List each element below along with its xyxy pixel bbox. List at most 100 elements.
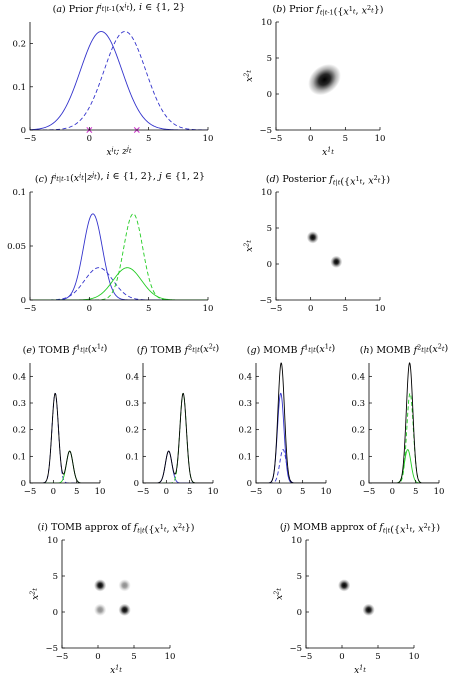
y-tick-label: 0.1 [12, 188, 26, 198]
panel-a: (a) Prior fit|t-1(xit), i ∈ {1, 2}−5 0 5 10… [12, 2, 213, 159]
x-tick-label: −5 [300, 652, 313, 662]
panel-title: (f) TOMB f2t|t(x2t) [137, 343, 220, 357]
y-tick-label: 5 [53, 572, 58, 582]
panel-title: (b) Prior ft|t-1({x1t, x2t}) [273, 4, 384, 18]
panel-title: (j) MOMB approx of ft|t({x1t, x2t}) [280, 522, 440, 536]
x-tick-label: 0 [339, 652, 344, 662]
series-blue-solid [30, 213, 208, 300]
x-tick-label: 5 [375, 652, 380, 662]
x-tick-label: 0 [277, 487, 282, 497]
y-tick-label: 0 [360, 479, 365, 489]
panel-title: (a) Prior fit|t-1(xit), i ∈ {1, 2} [53, 2, 186, 16]
y-axis-label: x2t [243, 240, 256, 252]
x-tick-label: 5 [343, 304, 348, 314]
x-tick-label: 10 [434, 487, 445, 497]
x-tick-label: 10 [203, 304, 214, 314]
series-green-dashed [143, 392, 213, 483]
y-tick-label: −5 [259, 296, 272, 306]
x-tick-label: −5 [56, 652, 69, 662]
x-tick-label: 5 [74, 487, 79, 497]
x-tick-label: 5 [131, 652, 136, 662]
axes-frame [305, 540, 414, 649]
series-green-solid [30, 450, 100, 483]
x-tick-label: 10 [95, 487, 106, 497]
panel-title: (i) TOMB approx of ft|t({x1t, x2t}) [38, 522, 195, 536]
x-tick-label: 0 [51, 487, 56, 497]
y-tick-label: 0 [247, 479, 252, 489]
panel-c: (c) fit|t-1(xit|zjt), i ∈ {1, 2}, j ∈ {1… [7, 171, 213, 315]
x-tick-label: 10 [375, 304, 386, 314]
panel-j: (j) MOMB approx of ft|t({x1t, x2t}) −5 0 5 1… [273, 522, 441, 676]
x-tick-label: 10 [208, 487, 219, 497]
density-blob [94, 579, 107, 592]
x-tick-label: 0 [87, 304, 92, 314]
density-blob [306, 231, 319, 244]
series-black-solid [256, 362, 326, 483]
panel-title: (c) fit|t-1(xit|zjt), i ∈ {1, 2}, j ∈ {1… [35, 171, 205, 186]
y-tick-label: 0.05 [7, 242, 26, 252]
y-tick-label: 0.1 [238, 452, 252, 462]
x-tick-label: 10 [375, 134, 386, 144]
y-tick-label: 10 [261, 188, 272, 198]
series-blue-dashed [30, 31, 208, 130]
x-tick-label: 5 [187, 487, 192, 497]
x-tick-label: −5 [24, 304, 37, 314]
density-blob [118, 603, 131, 616]
x-tick-label: 5 [146, 304, 151, 314]
x-tick-label: −5 [363, 487, 376, 497]
density-blob [338, 579, 351, 592]
y-tick-label: −5 [259, 126, 272, 136]
axes-frame [61, 540, 170, 649]
y-tick-label: 0 [134, 479, 139, 489]
y-tick-label: 0.3 [238, 399, 252, 409]
series-blue-solid [256, 392, 326, 483]
y-tick-label: 0 [21, 296, 26, 306]
y-tick-label: 0.2 [125, 426, 139, 436]
x-tick-label: 5 [343, 134, 348, 144]
y-tick-label: 0 [267, 90, 272, 100]
density-blob [118, 579, 131, 592]
x-tick-label: −5 [270, 304, 283, 314]
x-tick-label: 5 [413, 487, 418, 497]
x-tick-label: 0 [308, 304, 313, 314]
series-black-solid [143, 392, 213, 483]
y-axis-label: x2t [29, 588, 42, 600]
y-tick-label: −5 [289, 644, 302, 654]
axes-frame [275, 192, 380, 301]
x-tick-label: 0 [164, 487, 169, 497]
y-tick-label: 0.1 [12, 452, 26, 462]
y-tick-label: 10 [47, 536, 58, 546]
x-tick-label: 0 [87, 134, 92, 144]
y-tick-label: 0 [297, 608, 302, 618]
x-tick-label: 0 [95, 652, 100, 662]
panel-title: (g) MOMB f1t|t(x1t) [247, 343, 336, 357]
x-tick-label: 0 [308, 134, 313, 144]
y-tick-label: 0.2 [12, 426, 26, 436]
x-tick-label: 10 [409, 652, 420, 662]
y-tick-label: 0.1 [12, 83, 26, 93]
axes-frame [29, 192, 208, 301]
panel-i: (i) TOMB approx of ft|t({x1t, x2t}) −5 0 5 1… [29, 522, 195, 676]
series-blue-solid [30, 31, 208, 130]
y-tick-label: 0.1 [125, 452, 139, 462]
density-blob [308, 63, 341, 96]
y-tick-label: 0.4 [238, 372, 252, 382]
x-axis-label: x1t [110, 664, 122, 677]
x-tick-label: 0 [390, 487, 395, 497]
axes-frame [29, 22, 208, 131]
x-axis-label: xit; zjt [106, 145, 131, 159]
y-tick-label: 5 [297, 572, 302, 582]
x-tick-label: 5 [146, 134, 151, 144]
series-blue-dashed [30, 267, 208, 300]
y-tick-label: −5 [45, 644, 58, 654]
x-tick-label: −5 [137, 487, 150, 497]
y-tick-label: 0.1 [351, 452, 365, 462]
density-blob [94, 603, 107, 616]
x-axis-label: x1t [354, 664, 366, 677]
panel-d: (d) Posterior ft|t({x1t, x2t}) −5 0 5 10 −5 0 5… [243, 174, 391, 314]
